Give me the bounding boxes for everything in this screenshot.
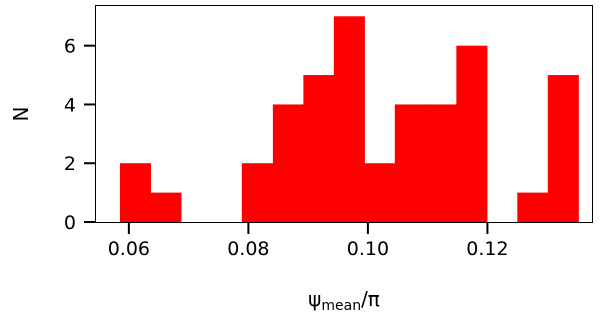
histogram-bar xyxy=(425,104,457,222)
x-axis-label-subscript: mean xyxy=(321,298,361,314)
x-axis-ticks: 0.06 0.08 0.10 0.12 xyxy=(108,222,509,260)
y-tick-label: 0 xyxy=(64,212,76,234)
x-tick-label: 0.08 xyxy=(227,238,269,260)
y-axis-ticks: 0 2 4 6 xyxy=(64,36,96,234)
histogram-bar xyxy=(119,163,151,222)
x-tick-label: 0.10 xyxy=(347,238,389,260)
histogram-bar xyxy=(517,192,549,222)
histogram-bar xyxy=(241,163,274,222)
x-axis-label: ψmean/π xyxy=(308,287,380,314)
histogram-bar xyxy=(303,75,335,223)
y-tick-label: 2 xyxy=(64,153,76,175)
y-axis-label: N xyxy=(9,107,33,122)
y-tick-label: 4 xyxy=(64,94,76,116)
histogram-bar xyxy=(364,163,396,222)
x-tick-label: 0.06 xyxy=(108,238,150,260)
y-tick-label: 6 xyxy=(64,36,76,58)
histogram-bar xyxy=(272,104,304,222)
histogram-bar xyxy=(456,45,488,223)
histogram-bar xyxy=(394,104,427,222)
plot-frame xyxy=(95,5,593,223)
x-axis-label-symbol: ψ xyxy=(308,287,321,311)
x-tick-label: 0.12 xyxy=(466,238,508,260)
histogram-bar xyxy=(547,75,579,223)
histogram-bar xyxy=(333,16,365,222)
histogram-bars xyxy=(119,16,579,223)
x-axis-label-tail: /π xyxy=(361,287,380,311)
histogram-bar xyxy=(150,192,182,222)
